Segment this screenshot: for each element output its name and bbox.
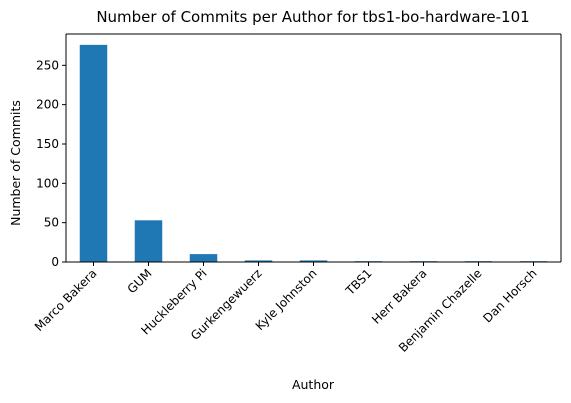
x-tick-label: Herr Bakera xyxy=(369,266,430,327)
y-tick-label: 150 xyxy=(36,137,59,151)
bar xyxy=(189,254,218,262)
bar xyxy=(79,44,108,262)
bar xyxy=(244,260,273,262)
chart-title: Number of Commits per Author for tbs1-bo… xyxy=(96,8,529,26)
x-tick-label: Dan Horsch xyxy=(480,266,539,325)
x-tick-label: GUM xyxy=(125,266,155,296)
bar xyxy=(299,260,328,262)
x-tick-label: TBS1 xyxy=(342,266,374,298)
x-axis-label: Author xyxy=(292,377,335,392)
y-tick-label: 50 xyxy=(44,216,59,230)
y-tick-label: 250 xyxy=(36,58,59,72)
y-tick-label: 0 xyxy=(51,255,59,269)
y-tick-label: 200 xyxy=(36,98,59,112)
y-axis-label: Number of Commits xyxy=(8,100,23,226)
x-tick-label: Marco Bakera xyxy=(32,266,100,334)
bar xyxy=(134,220,163,262)
y-tick-label: 100 xyxy=(36,176,59,190)
